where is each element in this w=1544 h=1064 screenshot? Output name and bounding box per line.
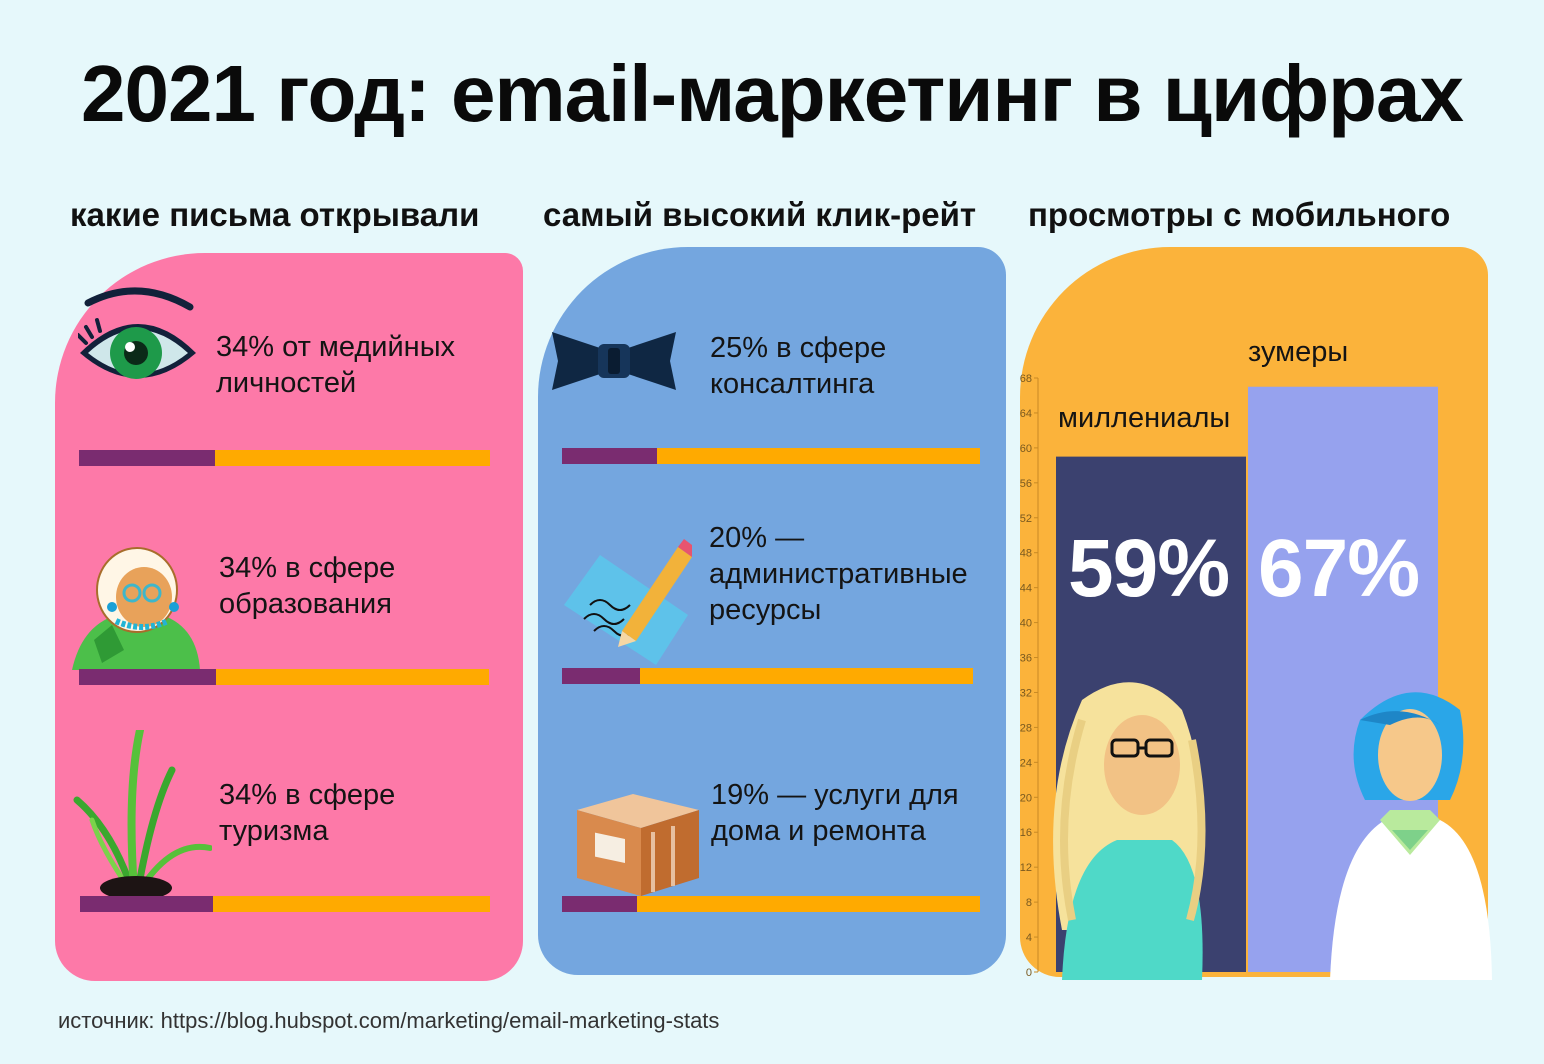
y-tick-label: 28 [1020, 722, 1032, 734]
eye-icon [78, 287, 196, 379]
y-tick-label: 68 [1020, 373, 1032, 385]
bar-ctr-3 [562, 896, 980, 912]
source-note: источник: https://blog.hubspot.com/marke… [58, 1008, 720, 1033]
stat-ctr-1: 25% в сфере консалтинга [710, 332, 887, 400]
y-tick-label: 44 [1020, 583, 1032, 595]
y-tick-label: 16 [1020, 827, 1032, 839]
opened-heading: какие письма открывали [70, 196, 480, 233]
category-label-zoomers: зумеры [1248, 336, 1349, 368]
value-label-millennials: 59% [1068, 523, 1230, 614]
stat-opened-2: 34% в сфере образования [219, 552, 396, 620]
old-woman-icon [72, 547, 200, 670]
y-tick-label: 64 [1020, 408, 1032, 420]
y-tick-label: 8 [1026, 897, 1032, 909]
y-tick-label: 48 [1020, 548, 1032, 560]
bar-ctr-2 [562, 668, 973, 684]
bar-opened-3 [80, 896, 490, 912]
zoomer-woman-icon [1330, 692, 1492, 980]
y-tick-label: 12 [1020, 862, 1032, 874]
bar-ctr-1 [562, 448, 980, 464]
y-tick-label: 52 [1020, 513, 1032, 525]
y-tick-label: 40 [1020, 618, 1032, 630]
y-tick-label: 56 [1020, 478, 1032, 490]
stat-opened-3: 34% в сфере туризма [219, 779, 396, 847]
bow-tie-icon [552, 332, 676, 390]
y-tick-label: 24 [1020, 757, 1032, 769]
category-label-millennials: миллениалы [1058, 402, 1231, 434]
mobile-heading: просмотры с мобильного [1028, 196, 1451, 233]
pencil-paper-icon [564, 539, 692, 665]
millennial-woman-icon [1053, 682, 1206, 980]
stat-ctr-2: 20% — административные ресурсы [709, 522, 968, 626]
page-title: 2021 год: email-маркетинг в цифрах [81, 49, 1464, 138]
y-tick-label: 0 [1026, 967, 1032, 979]
y-tick-label: 4 [1026, 932, 1032, 944]
y-tick-label: 36 [1020, 653, 1032, 665]
bar-opened-1 [79, 450, 490, 466]
bar-opened-2 [79, 669, 489, 685]
plant-icon [73, 730, 212, 900]
ctr-heading: самый высокий клик-рейт [543, 196, 977, 233]
box-icon [577, 794, 699, 896]
y-tick-label: 60 [1020, 443, 1032, 455]
value-label-zoomers: 67% [1258, 523, 1420, 614]
y-tick-label: 32 [1020, 687, 1032, 699]
y-tick-label: 20 [1020, 792, 1032, 804]
stat-ctr-3: 19% — услуги для дома и ремонта [711, 779, 959, 847]
stat-opened-1: 34% от медийных личностей [216, 331, 456, 399]
